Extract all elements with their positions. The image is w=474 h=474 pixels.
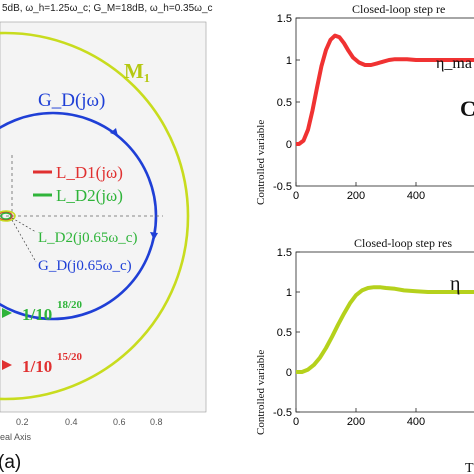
- chart2-title: Closed-loop step res: [354, 236, 452, 250]
- chart2-series-line: [296, 285, 474, 374]
- chart1-ylabel: Controlled variable: [255, 120, 267, 205]
- ratio-label-1: 1/10 18/20: [2, 299, 83, 324]
- ratio-exp-2: 15/20: [57, 351, 83, 363]
- chart1-ticks: -0.500.511.50 200 400: [273, 13, 425, 202]
- gd-direction-arrow-2: [110, 128, 118, 136]
- chart1-annotation: η_ma: [436, 55, 472, 72]
- y-tick-label: -0.5: [273, 181, 292, 193]
- x-tick-label: 200: [347, 190, 365, 202]
- tick-label: 0.6: [113, 417, 126, 427]
- panel-caption: (a): [0, 452, 21, 473]
- gd-label: G_D(jω): [38, 90, 105, 111]
- x-tick-label: 200: [347, 416, 365, 428]
- y-tick-label: -0.5: [273, 407, 292, 419]
- nyquist-header: 5dB, ω_h=1.25ω_c; G_M=18dB, ω_h=0.35ω_c: [2, 3, 213, 14]
- chart2-side-label: T: [465, 461, 474, 474]
- x-tick-label: 400: [407, 416, 425, 428]
- nyquist-panel: 5dB, ω_h=1.25ω_c; G_M=18dB, ω_h=0.35ω_c …: [0, 3, 213, 473]
- tick-label: 0.2: [16, 417, 29, 427]
- chart1-title: Closed-loop step re: [352, 2, 445, 16]
- y-tick-label: 1.5: [277, 13, 292, 25]
- leader-line-gd: [11, 219, 37, 263]
- green-arrow-icon: [2, 308, 12, 318]
- ratio-base-2: 1/10: [22, 357, 52, 376]
- step-chart-1: Closed-loop step re Controlled variable …: [255, 2, 474, 205]
- y-tick-label: 1.5: [277, 247, 292, 259]
- ratio-base-1: 1/10: [22, 305, 52, 324]
- y-tick-label: 0.5: [277, 97, 292, 109]
- nyquist-x-ticks: 0.2 0.4 0.6 0.8: [16, 417, 163, 427]
- chart1-side-label: C: [460, 96, 474, 121]
- point-label-gd: G_D(j0.65ω_c): [38, 258, 132, 274]
- step-chart-2: Closed-loop step res Controlled variable…: [255, 236, 474, 474]
- chart2-axes: [295, 251, 474, 413]
- chart2-ylabel: Controlled variable: [255, 350, 267, 435]
- ratio-label-2: 1/10 15/20: [2, 351, 83, 376]
- tick-label: 0.4: [65, 417, 78, 427]
- chart2-annotation: η: [450, 273, 460, 295]
- chart2-ticks: -0.500.511.50 200 400: [273, 247, 425, 428]
- red-arrow-icon: [2, 360, 12, 370]
- chart1-axes: [295, 17, 474, 187]
- gd-small-loop: [0, 210, 16, 222]
- m1-circle: [0, 31, 190, 401]
- x-tick-label: 400: [407, 190, 425, 202]
- tick-label: 0.8: [150, 417, 163, 427]
- real-axis-label: eal Axis: [0, 432, 32, 442]
- chart1-series-line: [296, 33, 474, 146]
- ratio-exp-1: 18/20: [57, 299, 83, 311]
- m1-label: M₁: [124, 59, 150, 83]
- y-tick-label: 0: [286, 367, 292, 379]
- point-label-ld2: L_D2(j0.65ω_c): [38, 230, 137, 246]
- y-tick-label: 0: [286, 139, 292, 151]
- leader-line-ld2: [11, 217, 37, 233]
- ld1-loop: [0, 211, 13, 221]
- nyquist-legend: L_D1(jω) L_D2(jω): [33, 163, 123, 205]
- y-tick-label: 1: [286, 287, 292, 299]
- y-tick-label: 0.5: [277, 327, 292, 339]
- gd-direction-arrow: [150, 232, 158, 240]
- x-tick-label: 0: [293, 190, 299, 202]
- legend-ld2: L_D2(jω): [56, 186, 123, 205]
- ld2-loop: [0, 212, 12, 220]
- y-tick-label: 1: [286, 55, 292, 67]
- x-tick-label: 0: [293, 416, 299, 428]
- nyquist-plot-area: [0, 21, 207, 413]
- legend-ld1: L_D1(jω): [56, 163, 123, 182]
